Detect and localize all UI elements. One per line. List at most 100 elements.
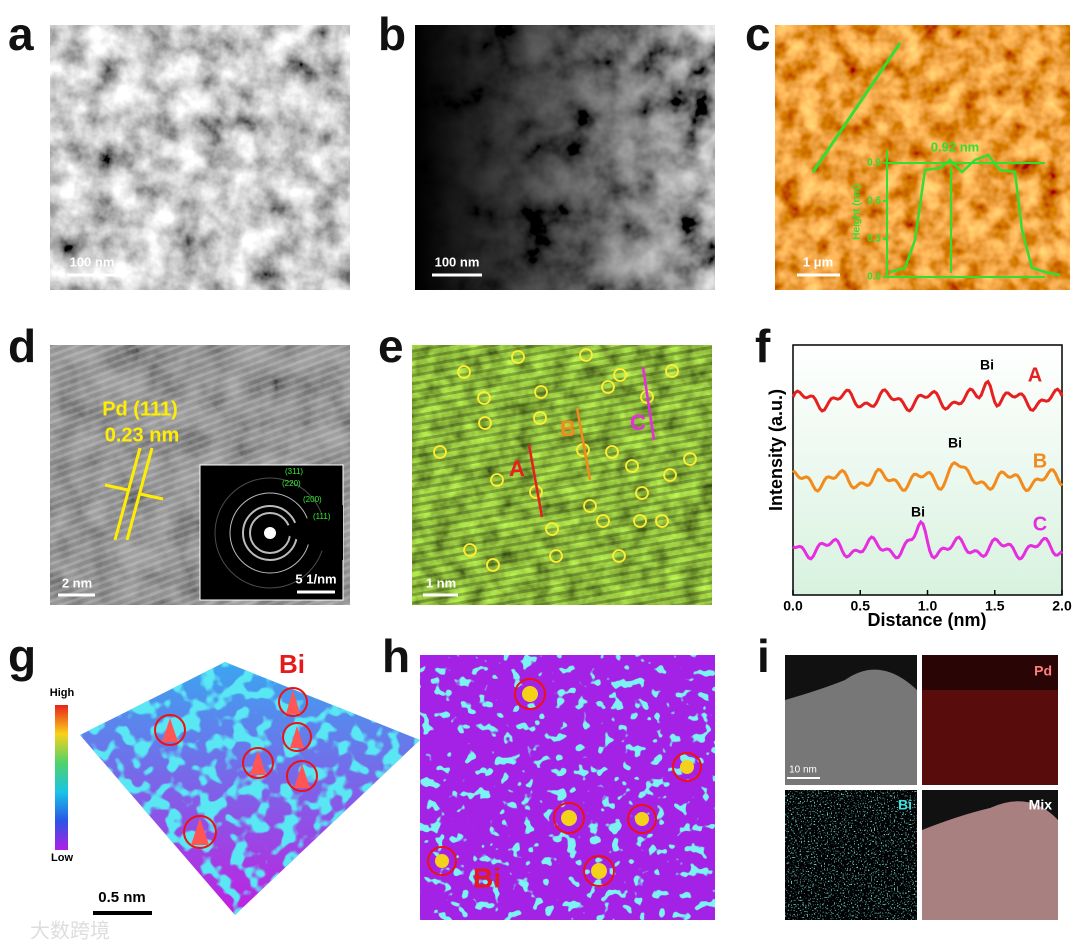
- panel-label: i: [757, 630, 770, 682]
- surface-peaks: [80, 662, 420, 915]
- peak-label: Bi: [980, 357, 994, 373]
- annotation: 0.92 nm: [931, 139, 979, 154]
- fringe-marker: [125, 447, 154, 541]
- series-label: A: [1028, 364, 1042, 386]
- panel-label: d: [8, 320, 36, 372]
- spacing-label: 0.23 nm: [105, 424, 179, 446]
- plane-label: Pd (111): [102, 398, 178, 420]
- line-label: C: [630, 410, 646, 435]
- ring-label: (200): [303, 495, 322, 504]
- profiles: [791, 379, 1064, 561]
- scale-label: 100 nm: [435, 254, 480, 269]
- panel-label: b: [378, 8, 406, 60]
- profile-line: [811, 42, 902, 173]
- atom-circle: [490, 473, 504, 487]
- arrow: [104, 483, 129, 492]
- x-axis-label: Distance (nm): [867, 610, 986, 630]
- atom-circle: [486, 558, 500, 572]
- atom-circle: [463, 543, 477, 557]
- atom-circle: [612, 549, 626, 563]
- atom-circle: [625, 459, 639, 473]
- atom-circle: [478, 416, 492, 430]
- colorbar: [55, 705, 68, 850]
- series-label: C: [1033, 513, 1047, 535]
- atom-circle: [583, 499, 597, 513]
- atom-circle: [549, 549, 563, 563]
- panel-label: a: [8, 8, 34, 60]
- watermark: 大数跨境: [30, 919, 110, 942]
- bi-circles: [154, 687, 318, 849]
- scale-label: 5 1/nm: [295, 571, 336, 586]
- tem-image: [50, 25, 350, 290]
- scale-label: 2 nm: [62, 575, 92, 590]
- x-tick-label: 1.0: [918, 598, 938, 614]
- atom-circle: [545, 522, 559, 536]
- colorbar-label: Low: [51, 852, 73, 864]
- panel-label: f: [755, 320, 771, 372]
- map-label: Pd: [1034, 663, 1052, 679]
- bi-map-speckle: [420, 655, 715, 920]
- atom-circle: [534, 385, 548, 399]
- atom-circle: [613, 368, 627, 382]
- atom-circle: [477, 391, 491, 405]
- y-tick-label: 0.3: [867, 234, 881, 245]
- peak-label: Bi: [911, 504, 925, 520]
- x-tick-label: 0.5: [851, 598, 871, 614]
- y-tick-label: 0.9: [867, 157, 881, 168]
- x-tick-label: 1.5: [985, 598, 1005, 614]
- ring-label: (111): [313, 512, 331, 521]
- scale-label: 1 nm: [426, 575, 456, 590]
- ring-label: (220): [282, 479, 301, 488]
- colorbar-label: High: [50, 687, 75, 699]
- line-b: [575, 407, 592, 481]
- series-label: B: [1033, 450, 1047, 472]
- atom-circle: [601, 380, 615, 394]
- fringe-marker: [113, 447, 142, 541]
- scale-label: 0.5 nm: [98, 889, 146, 906]
- profile-curve: [791, 379, 1064, 413]
- atom-circle: [457, 365, 471, 379]
- line-c: [641, 366, 656, 441]
- bi-sites: [427, 678, 702, 887]
- atom-circle: [579, 348, 593, 362]
- axis-label: Height (nm): [852, 184, 863, 240]
- panel-label: e: [378, 320, 404, 372]
- panel-label: c: [745, 8, 771, 60]
- beam-stop: [276, 505, 343, 560]
- atom-circle: [633, 514, 647, 528]
- bi-signal: [785, 790, 917, 920]
- peak-label: Bi: [948, 435, 962, 451]
- scale-label: 1 μm: [803, 254, 833, 269]
- pd-signal: [922, 690, 1058, 785]
- height-profile: [889, 153, 1061, 277]
- scale-label: 10 nm: [789, 765, 817, 776]
- line-a: [527, 444, 544, 518]
- atom-circle: [665, 364, 679, 378]
- atom-circle: [433, 445, 447, 459]
- atom-circle: [605, 445, 619, 459]
- line-label: A: [509, 456, 525, 481]
- afm-image: [775, 25, 1070, 290]
- sem-shade: [415, 25, 715, 290]
- atom-circle: [683, 452, 697, 466]
- x-tick-label: 2.0: [1052, 598, 1072, 614]
- scale-label: 100 nm: [70, 254, 115, 269]
- bi-atoms: [433, 348, 697, 572]
- map-label: Mix: [1029, 797, 1053, 813]
- y-axis-label: Intensity (a.u.): [766, 389, 786, 511]
- vacuum: [922, 790, 1058, 830]
- arrow: [139, 492, 164, 501]
- panel-label: h: [382, 630, 410, 682]
- profile-curve: [792, 519, 1063, 561]
- panel-label: g: [8, 630, 36, 682]
- y-tick-label: 0.0: [867, 272, 881, 283]
- map-label: Bi: [898, 797, 912, 813]
- atom-circle: [533, 411, 547, 425]
- atom-circle: [655, 514, 669, 528]
- saed-center: [264, 527, 276, 539]
- atom-circle: [596, 514, 610, 528]
- bi-label: Bi: [279, 649, 305, 679]
- y-tick-label: 0.6: [867, 195, 881, 206]
- ring-label: (311): [285, 467, 303, 476]
